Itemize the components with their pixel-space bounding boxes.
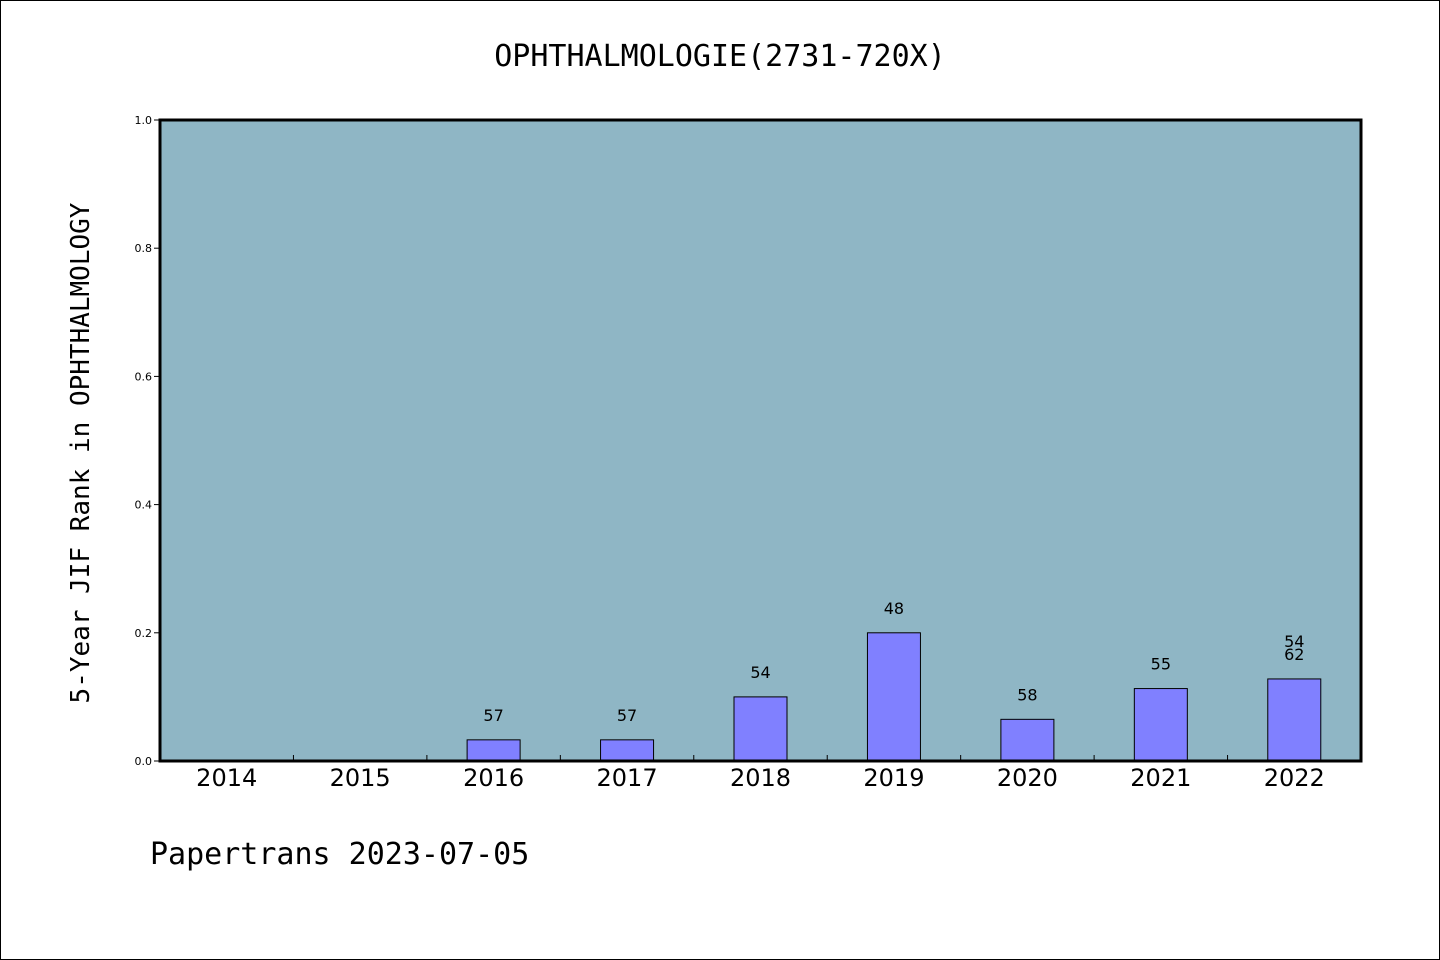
- data-label-2017: 57: [617, 706, 637, 725]
- x-tick-label-2014: 2014: [196, 764, 257, 792]
- bar-2016: [466, 739, 521, 762]
- data-label-2019: 48: [884, 599, 904, 618]
- y-tick-label: 0.6: [135, 370, 153, 383]
- data-label-2020: 58: [1017, 685, 1037, 704]
- data-label-2022: 62: [1284, 645, 1304, 664]
- bar-2022: [1267, 678, 1322, 762]
- y-tick-label: 0.4: [135, 499, 153, 512]
- data-label-2021: 55: [1151, 655, 1171, 674]
- bar-2017: [600, 739, 655, 762]
- y-tick-label: 0.2: [135, 627, 153, 640]
- x-tick-label-2016: 2016: [463, 764, 524, 792]
- chart-title: OPHTHALMOLOGIE(2731-720X): [494, 39, 946, 74]
- footer-text: Papertrans 2023-07-05: [150, 837, 529, 872]
- y-axis-ticks: 0.0 0.2 0.4 0.6 0.8 1.0: [135, 114, 160, 768]
- bar-2019: [866, 632, 921, 762]
- bar-group: [466, 632, 1322, 762]
- plot-area: [160, 120, 1361, 761]
- data-label-extra-2022: 54: [1284, 632, 1304, 651]
- y-tick-label: 0.8: [135, 242, 153, 255]
- x-tick-label-2019: 2019: [863, 764, 924, 792]
- x-axis-ticks: 2014 2015 2016 2017 2018 2019 2020 2021 2022: [196, 755, 1325, 792]
- x-tick-label-2017: 2017: [597, 764, 658, 792]
- y-tick-label: 1.0: [135, 114, 153, 127]
- y-axis-label: 5-Year JIF Rank in OPHTHALMOLOGY: [66, 202, 96, 703]
- plot-border: [158, 118, 1363, 763]
- data-label-2018: 54: [750, 663, 770, 682]
- x-tick-label-2015: 2015: [330, 764, 391, 792]
- x-tick-label-2022: 2022: [1264, 764, 1325, 792]
- x-tick-label-2018: 2018: [730, 764, 791, 792]
- x-tick-label-2021: 2021: [1130, 764, 1191, 792]
- bar-2018: [733, 696, 788, 762]
- x-tick-label-2020: 2020: [997, 764, 1058, 792]
- data-label-2016: 57: [483, 706, 503, 725]
- bar-2021: [1133, 688, 1188, 762]
- y-tick-label: 0.0: [135, 755, 153, 768]
- bar-2020: [1000, 718, 1055, 762]
